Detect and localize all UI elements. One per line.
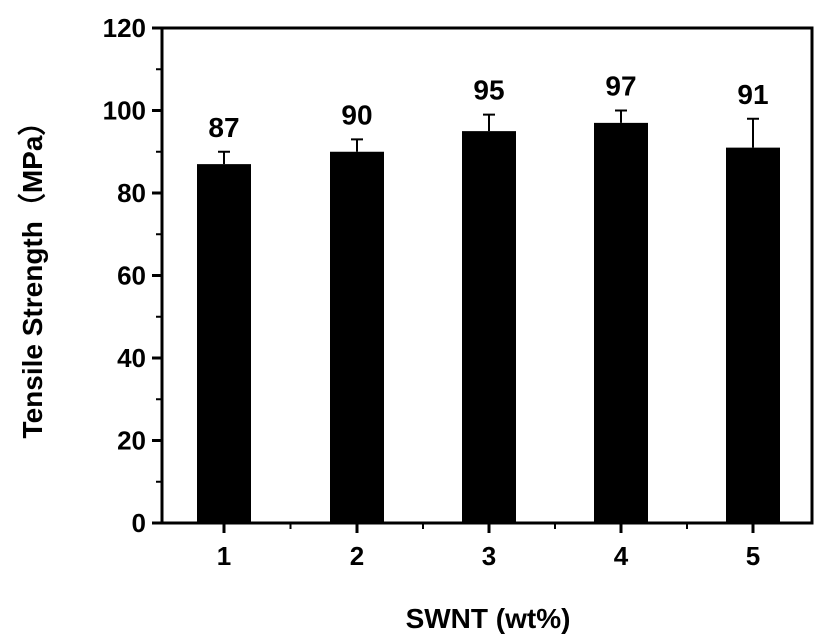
y-tick-label: 0 bbox=[132, 508, 146, 538]
y-axis-ticks: 0 20 40 60 80 100 120 bbox=[103, 13, 162, 538]
bar-2 bbox=[330, 151, 384, 523]
bar-value-label: 90 bbox=[341, 99, 372, 130]
y-tick-label: 60 bbox=[117, 261, 146, 291]
x-tick-label: 3 bbox=[482, 541, 496, 571]
bar-value-label: 97 bbox=[605, 71, 636, 102]
x-axis-ticks: 1 2 3 4 5 bbox=[217, 523, 760, 571]
x-tick-label: 2 bbox=[350, 541, 364, 571]
y-tick-label: 120 bbox=[103, 13, 146, 43]
bar-4 bbox=[594, 122, 648, 523]
x-axis-label: SWNT (wt%) bbox=[406, 603, 571, 634]
bar-value-label: 91 bbox=[737, 79, 768, 110]
bars bbox=[197, 122, 780, 523]
y-axis-label: Tensile Strength（MPa） bbox=[16, 108, 48, 439]
bar-5 bbox=[726, 147, 780, 523]
y-tick-label: 40 bbox=[117, 343, 146, 373]
y-tick-label: 80 bbox=[117, 178, 146, 208]
y-tick-label: 100 bbox=[103, 96, 146, 126]
x-tick-label: 1 bbox=[217, 541, 231, 571]
bar-3 bbox=[462, 131, 516, 523]
data-labels: 87 90 95 97 91 bbox=[208, 71, 768, 143]
bar-1 bbox=[197, 164, 251, 523]
y-tick-label: 20 bbox=[117, 426, 146, 456]
bar-value-label: 87 bbox=[208, 112, 239, 143]
error-bars bbox=[218, 109, 759, 165]
x-tick-label: 4 bbox=[614, 541, 629, 571]
x-tick-label: 5 bbox=[746, 541, 760, 571]
bar-value-label: 95 bbox=[473, 75, 504, 106]
